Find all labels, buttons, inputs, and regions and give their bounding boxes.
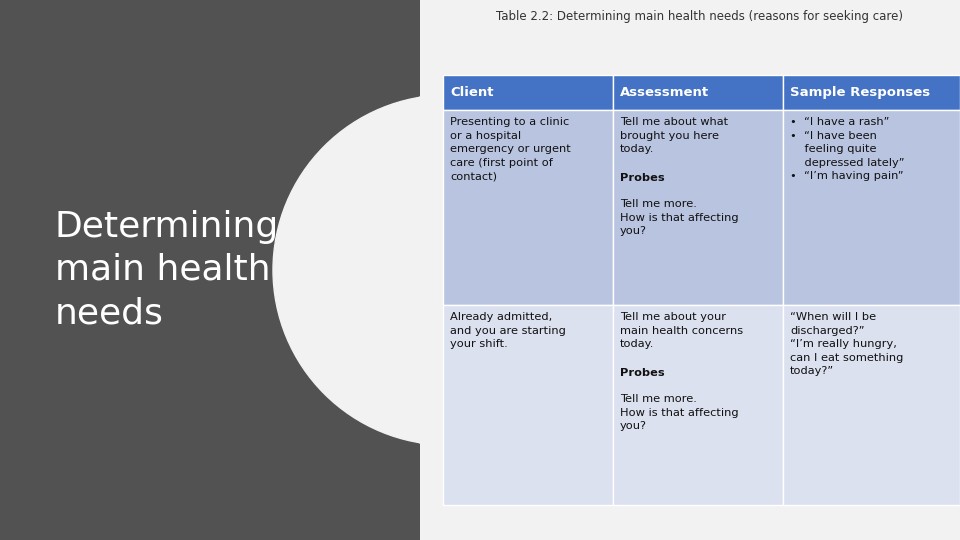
Text: Already admitted,
and you are starting
your shift.: Already admitted, and you are starting y… bbox=[450, 312, 565, 349]
Circle shape bbox=[273, 95, 623, 445]
Text: Tell me more.
How is that affecting
you?: Tell me more. How is that affecting you? bbox=[620, 394, 738, 431]
Bar bbox=[613, 75, 783, 110]
Text: Determining
main health
needs: Determining main health needs bbox=[55, 210, 279, 330]
Text: Probes: Probes bbox=[620, 368, 664, 378]
Bar bbox=[443, 75, 613, 110]
Text: Tell me about your
main health concerns
today.: Tell me about your main health concerns … bbox=[620, 312, 743, 349]
Bar bbox=[613, 305, 783, 505]
Bar bbox=[613, 110, 783, 305]
Bar bbox=[783, 305, 960, 505]
Text: Probes: Probes bbox=[620, 173, 664, 183]
Bar bbox=[443, 110, 613, 305]
Text: Presenting to a clinic
or a hospital
emergency or urgent
care (first point of
co: Presenting to a clinic or a hospital eme… bbox=[450, 117, 571, 181]
Bar bbox=[443, 305, 613, 505]
Bar bbox=[783, 110, 960, 305]
Bar bbox=[0, 0, 418, 540]
Text: •  “I have a rash”
•  “I have been
    feeling quite
    depressed lately”
•  “I: • “I have a rash” • “I have been feeling… bbox=[790, 117, 904, 181]
Text: Tell me about what
brought you here
today.: Tell me about what brought you here toda… bbox=[620, 117, 728, 154]
Text: Assessment: Assessment bbox=[620, 86, 709, 99]
Bar bbox=[0, 0, 420, 540]
Text: Client: Client bbox=[450, 86, 493, 99]
Text: Table 2.2: Determining main health needs (reasons for seeking care): Table 2.2: Determining main health needs… bbox=[496, 10, 903, 23]
Text: Sample Responses: Sample Responses bbox=[790, 86, 930, 99]
Text: “When will I be
discharged?”
“I’m really hungry,
can I eat something
today?”: “When will I be discharged?” “I’m really… bbox=[790, 312, 903, 376]
Circle shape bbox=[315, 75, 705, 465]
Bar bbox=[783, 75, 960, 110]
Text: Tell me more.
How is that affecting
you?: Tell me more. How is that affecting you? bbox=[620, 199, 738, 236]
